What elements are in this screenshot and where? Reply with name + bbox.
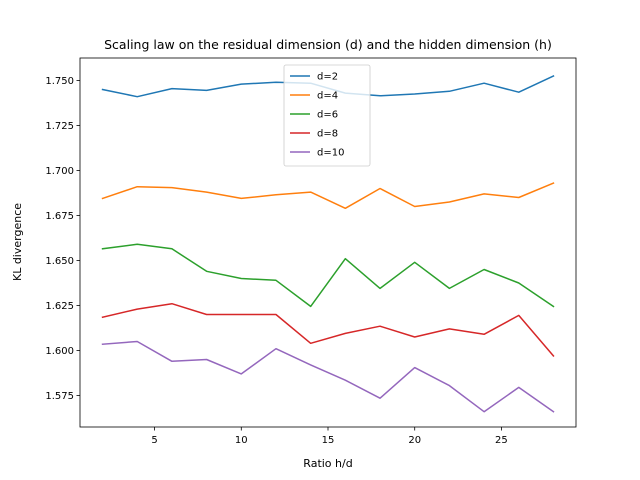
legend-label: d=2 <box>317 72 338 83</box>
series-line-d-6 <box>101 243 555 308</box>
x-tick-label: 25 <box>495 435 508 446</box>
plot-frame <box>79 57 577 428</box>
x-tick-label: 10 <box>235 435 248 446</box>
legend-label: d=6 <box>317 110 338 121</box>
legend: d=2 d=4 d=6 d=8 d=10 <box>283 64 371 167</box>
series-line-d-4 <box>101 182 555 210</box>
y-tick-label: 1.650 <box>45 256 74 267</box>
legend-label: d=8 <box>317 129 338 140</box>
x-axis: 5 10 15 20 25 <box>151 427 508 446</box>
y-tick-label: 1.700 <box>45 166 74 177</box>
y-tick-label: 1.575 <box>45 391 74 402</box>
y-tick-label: 1.600 <box>45 346 74 357</box>
legend-label: d=10 <box>317 148 344 159</box>
y-tick-label: 1.625 <box>45 301 74 312</box>
y-tick-label: 1.725 <box>45 121 74 132</box>
chart-title: Scaling law on the residual dimension (d… <box>104 37 552 52</box>
y-axis-label: KL divergence <box>11 203 24 281</box>
x-tick-label: 15 <box>322 435 335 446</box>
y-axis: 1.575 1.600 1.625 1.650 1.675 1.700 1.725 1.750 <box>45 76 80 402</box>
legend-box <box>283 64 371 167</box>
y-tick-label: 1.750 <box>45 76 74 87</box>
legend-label: d=4 <box>317 91 338 102</box>
series-line-d-10 <box>101 340 555 413</box>
y-tick-label: 1.675 <box>45 211 74 222</box>
series-line-d-8 <box>101 302 555 357</box>
x-axis-label: Ratio h/d <box>303 457 352 470</box>
x-tick-label: 20 <box>408 435 421 446</box>
x-tick-label: 5 <box>151 435 157 446</box>
